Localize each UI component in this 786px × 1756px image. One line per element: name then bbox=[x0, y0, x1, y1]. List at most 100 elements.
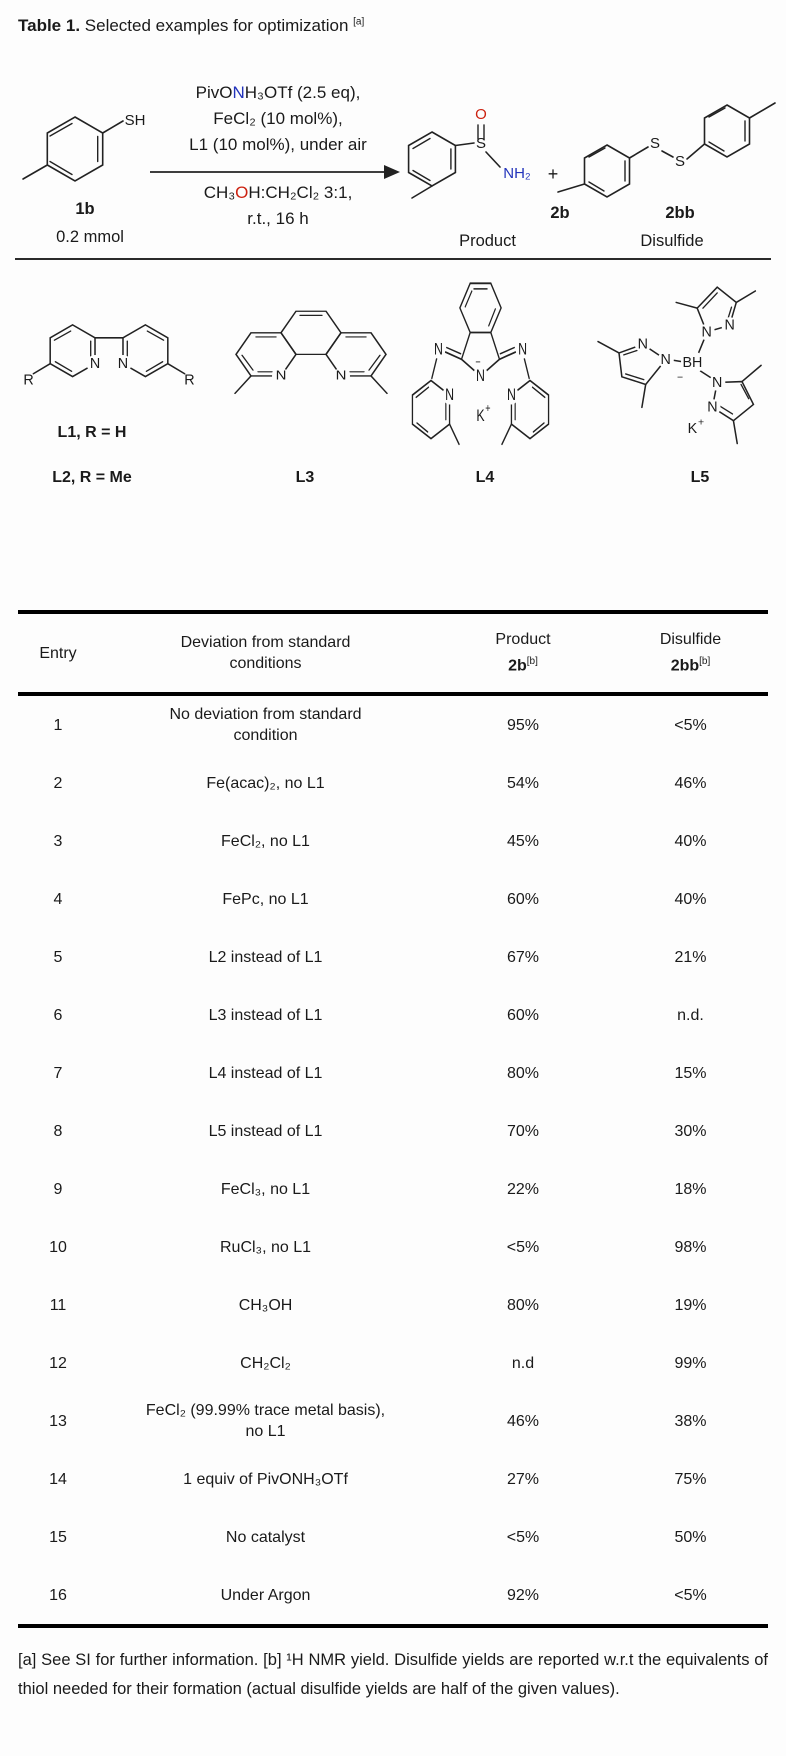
atom-sulfur-2: S bbox=[675, 153, 685, 170]
cell-disulfide: n.d. bbox=[613, 1005, 768, 1026]
cell-disulfide-text: 98% bbox=[674, 1238, 707, 1256]
cell-entry: 3 bbox=[18, 831, 98, 852]
cell-disulfide: 38% bbox=[613, 1411, 768, 1432]
condition-line-2: FeCl₂ (10 mol%), bbox=[213, 109, 343, 128]
cell-product-text: 45% bbox=[506, 832, 540, 850]
table-row: 10 RuCl₃, no L1 <5% 98% bbox=[18, 1218, 768, 1276]
cell-deviation-text: No catalyst bbox=[225, 1528, 306, 1546]
cell-disulfide: 50% bbox=[613, 1527, 768, 1548]
cell-product: 80% bbox=[433, 1295, 613, 1316]
atom-sulfur: S bbox=[476, 135, 486, 152]
cell-disulfide: 30% bbox=[613, 1121, 768, 1142]
cell-disulfide-text: 19% bbox=[674, 1296, 707, 1314]
cell-product-text: 80% bbox=[506, 1064, 540, 1082]
cell-entry-text: 6 bbox=[53, 1006, 63, 1024]
atom-n: N bbox=[276, 369, 287, 383]
cell-deviation: No deviation from standard condition bbox=[98, 704, 433, 746]
cell-deviation-text: L3 instead of L1 bbox=[208, 1006, 323, 1024]
atom-sh: SH bbox=[125, 112, 146, 129]
cell-entry-text: 11 bbox=[49, 1296, 67, 1314]
cell-product: 54% bbox=[433, 773, 613, 794]
cell-entry-text: 4 bbox=[53, 890, 63, 908]
cell-product: <5% bbox=[433, 1237, 613, 1258]
cell-entry: 9 bbox=[18, 1179, 98, 1200]
cell-deviation-text: FeCl₂ (99.99% trace metal basis), no L1 bbox=[145, 1402, 386, 1441]
cell-deviation-text: FeCl₂, no L1 bbox=[221, 832, 310, 850]
condition-line-1: PivONH₃OTf (2.5 eq), bbox=[113, 80, 443, 106]
label-l1: L1, R = H bbox=[57, 424, 127, 441]
atom-oxygen: O bbox=[475, 106, 487, 123]
atom-n: N bbox=[118, 356, 128, 372]
cell-entry: 4 bbox=[18, 889, 98, 910]
cell-entry-text: 3 bbox=[53, 832, 63, 850]
cell-product-text: 22% bbox=[506, 1180, 540, 1198]
cell-product: 95% bbox=[433, 715, 613, 736]
charge-plus: + bbox=[698, 417, 704, 428]
header-disulfide-compound: 2bb[b] bbox=[671, 651, 711, 677]
table-row: 1 No deviation from standard condition 95%… bbox=[18, 696, 768, 754]
ligand-panel: N N R R L1, R = H L2, R = Me N N L3 bbox=[0, 260, 786, 610]
label-l5: L5 bbox=[690, 469, 710, 486]
cell-deviation-text: 1 equiv of PivONH₃OTf bbox=[183, 1470, 348, 1488]
table-row: 8 L5 instead of L1 70% 30% bbox=[18, 1102, 768, 1160]
cell-deviation-text: RuCl₃, no L1 bbox=[219, 1238, 311, 1256]
atom-n: N bbox=[712, 375, 722, 391]
atom-n: N bbox=[724, 318, 734, 334]
header-product-id: 2b bbox=[508, 657, 527, 675]
cell-disulfide-text: 21% bbox=[674, 948, 707, 966]
cell-entry-text: 2 bbox=[53, 774, 63, 792]
structure-2b-sulfinamide: S O NH₂ bbox=[407, 106, 531, 199]
header-product-compound: 2b[b] bbox=[508, 651, 538, 677]
cell-deviation: No catalyst bbox=[98, 1527, 433, 1548]
cell-deviation-text: FeCl₃, no L1 bbox=[220, 1180, 311, 1198]
cell-disulfide: 19% bbox=[613, 1295, 768, 1316]
cell-disulfide: 98% bbox=[613, 1237, 768, 1258]
cell-entry: 7 bbox=[18, 1063, 98, 1084]
table-row: 3 FeCl₂, no L1 45% 40% bbox=[18, 812, 768, 870]
table-row: 12 CH₂Cl₂ n.d 99% bbox=[18, 1334, 768, 1392]
table-row: 13 FeCl₂ (99.99% trace metal basis), no L… bbox=[18, 1392, 768, 1450]
cell-deviation: L3 instead of L1 bbox=[98, 1005, 433, 1026]
table-row: 14 1 equiv of PivONH₃OTf 27% 75% bbox=[18, 1450, 768, 1508]
atom-r: R bbox=[23, 372, 33, 388]
cell-deviation-text: FePc, no L1 bbox=[222, 890, 309, 908]
cell-product-text: 70% bbox=[506, 1122, 540, 1140]
cell-deviation-text: No deviation from standard condition bbox=[169, 706, 362, 745]
cell-disulfide-text: 40% bbox=[674, 890, 707, 908]
cell-entry: 10 bbox=[18, 1237, 98, 1258]
cell-product: 27% bbox=[433, 1469, 613, 1490]
label-disulfide: Disulfide bbox=[640, 232, 704, 250]
cell-disulfide: 15% bbox=[613, 1063, 768, 1084]
cell-product-text: n.d bbox=[511, 1354, 535, 1372]
cell-disulfide-text: 30% bbox=[674, 1122, 707, 1140]
atom-n: N bbox=[638, 337, 648, 353]
cond1-post: H₃OTf (2.5 eq), bbox=[244, 83, 361, 102]
cell-entry-text: 7 bbox=[53, 1064, 63, 1082]
table-title-text: Selected examples for optimization bbox=[80, 16, 354, 35]
conditions-above-arrow: PivONH₃OTf (2.5 eq), FeCl₂ (10 mol%), L1… bbox=[113, 80, 443, 158]
label-2b: 2b bbox=[550, 204, 570, 222]
table-footnote: [a] See SI for further information. [b] … bbox=[18, 1651, 768, 1699]
cond1-nitrogen: N bbox=[232, 83, 245, 102]
cell-entry-text: 8 bbox=[53, 1122, 63, 1140]
cell-product: 92% bbox=[433, 1585, 613, 1606]
table-row: 4 FePc, no L1 60% 40% bbox=[18, 870, 768, 928]
atom-n-imine: N bbox=[518, 341, 527, 359]
cell-disulfide: 40% bbox=[613, 889, 768, 910]
cell-entry: 8 bbox=[18, 1121, 98, 1142]
cell-product-text: 46% bbox=[506, 1412, 540, 1430]
cell-deviation: RuCl₃, no L1 bbox=[98, 1237, 433, 1258]
atom-n: N bbox=[661, 352, 671, 368]
label-amount: 0.2 mmol bbox=[56, 228, 124, 246]
cell-deviation: L2 instead of L1 bbox=[98, 947, 433, 968]
label-l4: L4 bbox=[475, 469, 495, 486]
header-deviation: Deviation from standard conditions bbox=[98, 632, 433, 674]
structure-l5-trispyrazolylborate: BH − N N N N N N K + bbox=[597, 286, 762, 445]
cell-product: 46% bbox=[433, 1411, 613, 1432]
header-disulfide-sup: [b] bbox=[699, 656, 711, 667]
cell-deviation: Fe(acac)₂, no L1 bbox=[98, 773, 433, 794]
cell-product: 70% bbox=[433, 1121, 613, 1142]
cond1-pre: PivO bbox=[195, 83, 233, 102]
cell-entry: 6 bbox=[18, 1005, 98, 1026]
structure-l3-phenanthroline: N N bbox=[234, 310, 388, 395]
